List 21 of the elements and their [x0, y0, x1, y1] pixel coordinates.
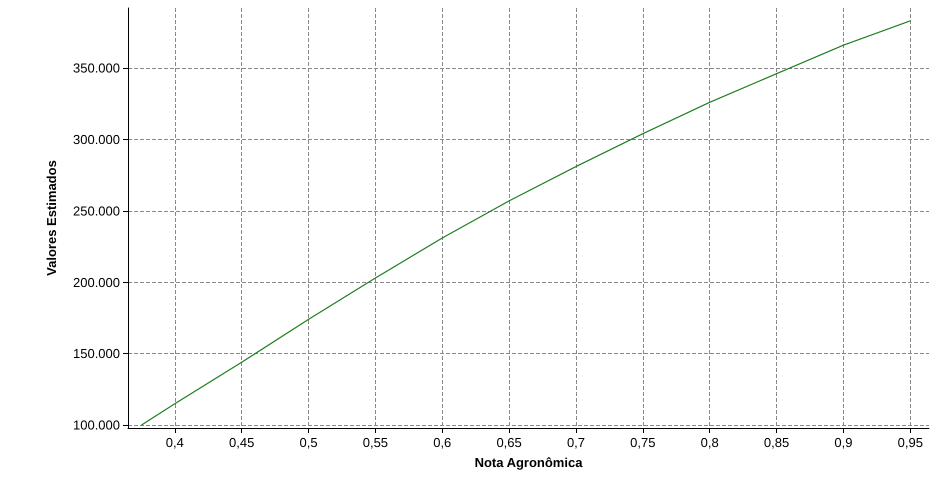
- x-tick-label: 0,45: [229, 435, 254, 450]
- y-tick-label: 250.000: [73, 203, 120, 218]
- x-tick-label: 0,75: [630, 435, 656, 450]
- line-series: [140, 20, 911, 426]
- x-tick-label: 0,65: [496, 435, 522, 450]
- x-tick-label: 0,5: [299, 435, 318, 450]
- y-tick-label: 300.000: [73, 132, 120, 147]
- x-tick-label: 0,4: [166, 435, 184, 450]
- x-tick-label: 0,9: [834, 435, 852, 450]
- x-tick-label: 0,95: [898, 435, 923, 450]
- y-tick-label: 100.000: [73, 418, 120, 433]
- y-tick-label: 200.000: [73, 274, 120, 290]
- x-axis-title: Nota Agronômica: [474, 455, 584, 470]
- y-tick-label: 150.000: [73, 346, 120, 362]
- x-tick-label: 0,55: [362, 435, 388, 450]
- y-tick-label: 350.000: [73, 60, 120, 76]
- x-tick-label: 0,85: [764, 435, 790, 450]
- x-tick-label: 0,6: [433, 435, 452, 450]
- y-axis-title: Valores Estimados: [44, 160, 59, 276]
- x-tick-label: 0,8: [700, 435, 719, 450]
- x-tick-label: 0,7: [566, 435, 586, 450]
